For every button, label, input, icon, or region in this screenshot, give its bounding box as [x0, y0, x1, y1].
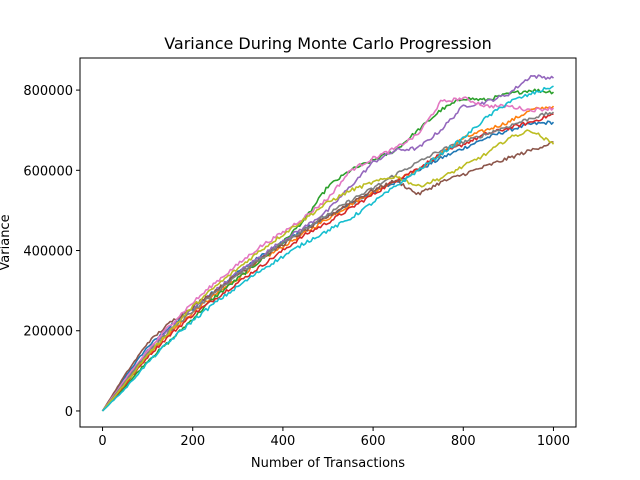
x-tick-label: 600: [361, 434, 386, 449]
y-tick-label: 200000: [23, 325, 73, 340]
series-line-6: [101, 141, 554, 412]
series-line-4: [101, 113, 554, 412]
y-tick-label: 400000: [23, 245, 73, 260]
y-axis-ticks: 0 200000 400000 600000 800000: [23, 84, 80, 420]
y-tick-label: 800000: [23, 84, 73, 99]
x-tick-label: 200: [180, 434, 205, 449]
y-tick-label: 0: [65, 405, 73, 420]
x-tick-label: 0: [98, 434, 106, 449]
series-lines: [101, 74, 555, 412]
series-line-5: [101, 74, 555, 412]
x-axis-label: Number of Transactions: [251, 456, 405, 471]
x-axis-ticks: 0 200 400 600 800 1000: [98, 427, 570, 449]
series-line-2: [101, 105, 555, 412]
series-line-9: [101, 129, 555, 412]
x-tick-label: 400: [270, 434, 295, 449]
y-tick-label: 600000: [23, 164, 73, 179]
x-tick-label: 800: [451, 434, 476, 449]
y-axis-label: Variance: [0, 214, 13, 270]
chart-title: Variance During Monte Carlo Progression: [164, 34, 492, 53]
series-line-8: [101, 111, 555, 412]
series-line-10: [101, 85, 554, 412]
x-tick-label: 1000: [537, 434, 570, 449]
series-line-7: [101, 96, 555, 412]
plot-frame: [79, 57, 577, 428]
